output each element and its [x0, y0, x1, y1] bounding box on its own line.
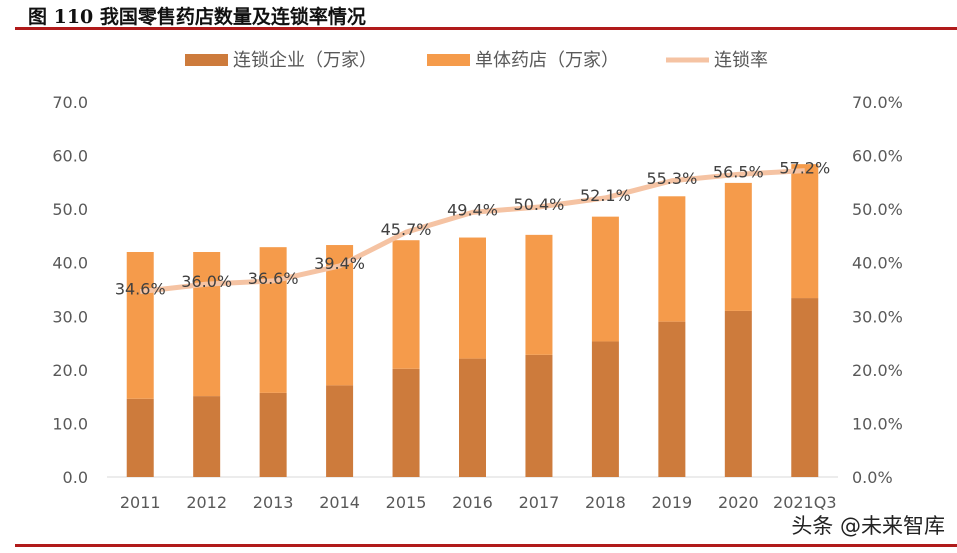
- legend-swatch: [185, 54, 228, 66]
- data-label: 56.5%: [713, 162, 764, 181]
- y-left-tick: 70.0: [52, 93, 88, 112]
- bar-single: [392, 240, 420, 369]
- x-tick-label: 2012: [186, 493, 227, 512]
- y-left-tick: 30.0: [52, 307, 88, 326]
- x-tick-label: 2011: [120, 493, 161, 512]
- x-tick-label: 2014: [319, 493, 360, 512]
- bar-chain: [126, 398, 154, 477]
- legend-label: 连锁率: [714, 50, 768, 71]
- bar-single: [459, 237, 486, 359]
- bar-chain: [525, 354, 553, 477]
- legend-label: 单体药店（万家）: [475, 50, 619, 71]
- legend-swatch: [427, 54, 470, 66]
- y-right-tick: 30.0%: [852, 307, 903, 326]
- bar-single: [259, 247, 287, 393]
- data-label: 36.6%: [248, 269, 299, 288]
- bar-single: [791, 164, 819, 299]
- y-left-tick: 50.0: [52, 200, 88, 219]
- data-label: 39.4%: [314, 254, 365, 273]
- y-right-tick: 0.0%: [852, 468, 893, 487]
- x-tick-label: 2021Q3: [773, 493, 837, 512]
- y-right-tick: 70.0%: [852, 93, 903, 112]
- data-label: 57.2%: [779, 159, 830, 178]
- bar-single: [525, 234, 553, 355]
- x-tick-label: 2019: [652, 493, 693, 512]
- x-tick-label: 2016: [452, 493, 493, 512]
- y-left-tick: 60.0: [52, 147, 88, 166]
- bar-chain: [459, 358, 486, 477]
- bar-chain: [193, 396, 221, 477]
- x-tick-label: 2013: [253, 493, 294, 512]
- chart-title: 图 110 我国零售药店数量及连锁率情况: [28, 6, 366, 28]
- bar-single: [591, 216, 619, 342]
- y-right-tick: 40.0%: [852, 254, 903, 273]
- x-tick-label: 2020: [718, 493, 759, 512]
- y-right-tick: 10.0%: [852, 414, 903, 433]
- data-label: 36.0%: [181, 272, 232, 291]
- data-label: 52.1%: [580, 186, 631, 205]
- top-rule: [15, 27, 957, 30]
- bar-single: [724, 182, 752, 311]
- bar-chain: [392, 368, 420, 477]
- data-label: 45.7%: [381, 220, 432, 239]
- x-tick-label: 2017: [519, 493, 560, 512]
- y-right-tick: 50.0%: [852, 200, 903, 219]
- chain-rate-line: [139, 168, 805, 295]
- y-left-tick: 40.0: [52, 254, 88, 273]
- data-label: 49.4%: [447, 200, 498, 219]
- y-left-tick: 10.0: [52, 414, 88, 433]
- bar-chain: [658, 321, 686, 477]
- bar-single: [193, 252, 221, 397]
- y-right-tick: 60.0%: [852, 147, 903, 166]
- x-tick-label: 2015: [386, 493, 427, 512]
- watermark: 头条 @未来智库: [791, 514, 945, 538]
- x-tick-label: 2018: [585, 493, 626, 512]
- data-label: 50.4%: [514, 195, 565, 214]
- data-label: 55.3%: [646, 169, 697, 188]
- legend-label: 连锁企业（万家）: [233, 50, 377, 71]
- y-right-tick: 20.0%: [852, 361, 903, 380]
- bar-chain: [259, 392, 287, 477]
- bar-chain: [591, 341, 619, 477]
- bar-chain: [724, 310, 752, 477]
- y-left-tick: 20.0: [52, 361, 88, 380]
- bar-single: [126, 252, 154, 399]
- y-left-tick: 0.0: [63, 468, 88, 487]
- bottom-rule: [15, 544, 957, 547]
- bar-chain: [791, 298, 819, 477]
- data-label: 34.6%: [115, 280, 166, 299]
- bar-single: [658, 196, 686, 322]
- bar-chain: [326, 385, 354, 477]
